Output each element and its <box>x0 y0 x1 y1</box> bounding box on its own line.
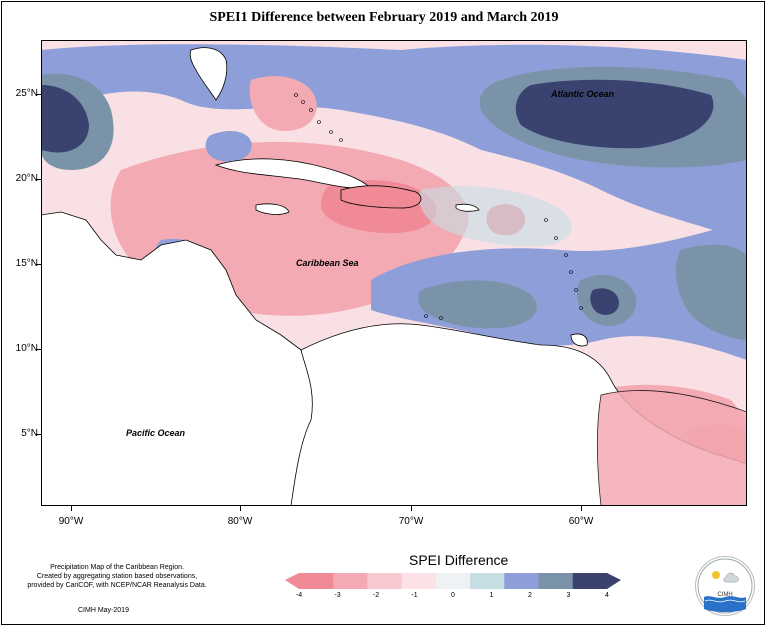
field-neutral-band <box>419 186 572 247</box>
legend-swatch <box>299 573 334 589</box>
legend-tick-label: 1 <box>489 592 494 599</box>
legend-swatch <box>333 573 368 589</box>
lat-tick-25n: 25°N <box>15 88 38 99</box>
legend-swatch <box>470 573 505 589</box>
lat-tick-mark <box>36 264 41 265</box>
lon-tick-80w: 80°W <box>227 516 253 527</box>
field-positive-east <box>675 244 747 340</box>
lat-tick-15n: 15°N <box>15 258 38 269</box>
lon-tick-70w: 70°W <box>398 516 424 527</box>
lat-tick-mark <box>36 179 41 180</box>
legend-tick-label: -4 <box>295 592 303 599</box>
land-jamaica <box>255 203 290 215</box>
legend-swatch <box>572 573 608 589</box>
lon-tick-90w: 90°W <box>58 516 84 527</box>
map-canvas <box>41 40 747 506</box>
lon-tick-mark <box>581 506 582 511</box>
logo-text: CIMH <box>717 592 733 598</box>
legend-arrow-left <box>285 573 299 589</box>
source-note: Precipitation Map of the Caribbean Regio… <box>12 563 222 590</box>
field-positive-cuba <box>205 130 252 162</box>
credit-note: CIMH May-2019 <box>78 607 129 614</box>
lat-tick-5n: 5°N <box>21 428 38 439</box>
legend-tick-label: 0 <box>451 592 455 599</box>
land-trinidad <box>570 333 588 347</box>
map-title: SPEI1 Difference between February 2019 a… <box>209 10 559 25</box>
islands-group <box>294 93 583 320</box>
cimh-logo-icon: CIMH <box>695 556 755 616</box>
legend-arrow-right <box>607 573 621 589</box>
label-atlantic-ocean: Atlantic Ocean <box>551 89 615 99</box>
source-note-line: provided by CariCOF, with NCEP/NCAR Rean… <box>27 582 207 589</box>
field-positive-lesser-antilles-core <box>590 288 619 315</box>
lon-tick-60w: 60°W <box>568 516 594 527</box>
map-svg <box>41 40 747 506</box>
legend-tick-label: -1 <box>411 592 418 599</box>
lon-tick-mark <box>71 506 72 511</box>
source-note-line: Precipitation Map of the Caribbean Regio… <box>50 564 184 571</box>
legend-swatch <box>504 573 540 589</box>
legend-tick-label: 3 <box>566 592 571 599</box>
legend-tick-label: -2 <box>372 592 380 599</box>
field-positive-west-core <box>41 85 89 153</box>
field-negative-bahamas <box>249 76 317 131</box>
legend-colorbar <box>285 573 621 589</box>
lon-tick-mark <box>411 506 412 511</box>
legend-swatch <box>401 573 437 589</box>
label-pacific-ocean: Pacific Ocean <box>126 428 186 438</box>
lon-tick-mark <box>240 506 241 511</box>
legend-swatch <box>367 573 403 589</box>
source-note-line: Created by aggregating station based obs… <box>36 573 198 580</box>
logo-graphic <box>697 558 753 614</box>
lat-tick-mark <box>36 349 41 350</box>
legend-swatch <box>435 573 471 589</box>
lat-tick-10n: 10°N <box>15 343 38 354</box>
legend-title: SPEI Difference <box>409 552 509 568</box>
lat-tick-mark <box>36 94 41 95</box>
field-positive-atlantic-core <box>515 79 714 149</box>
legend-swatch <box>538 573 574 589</box>
land-hispaniola <box>340 185 422 209</box>
label-caribbean-sea: Caribbean Sea <box>296 258 359 268</box>
land-florida <box>189 47 228 101</box>
field-positive-southern-strong <box>418 280 537 329</box>
land-puertorico <box>455 203 480 212</box>
lat-tick-mark <box>36 434 41 435</box>
land-guianas <box>596 390 747 506</box>
legend-tick-label: -3 <box>334 592 341 599</box>
legend-tick-label: 2 <box>528 592 532 599</box>
legend-tick-label: 4 <box>605 592 609 599</box>
lat-tick-20n: 20°N <box>15 173 38 184</box>
